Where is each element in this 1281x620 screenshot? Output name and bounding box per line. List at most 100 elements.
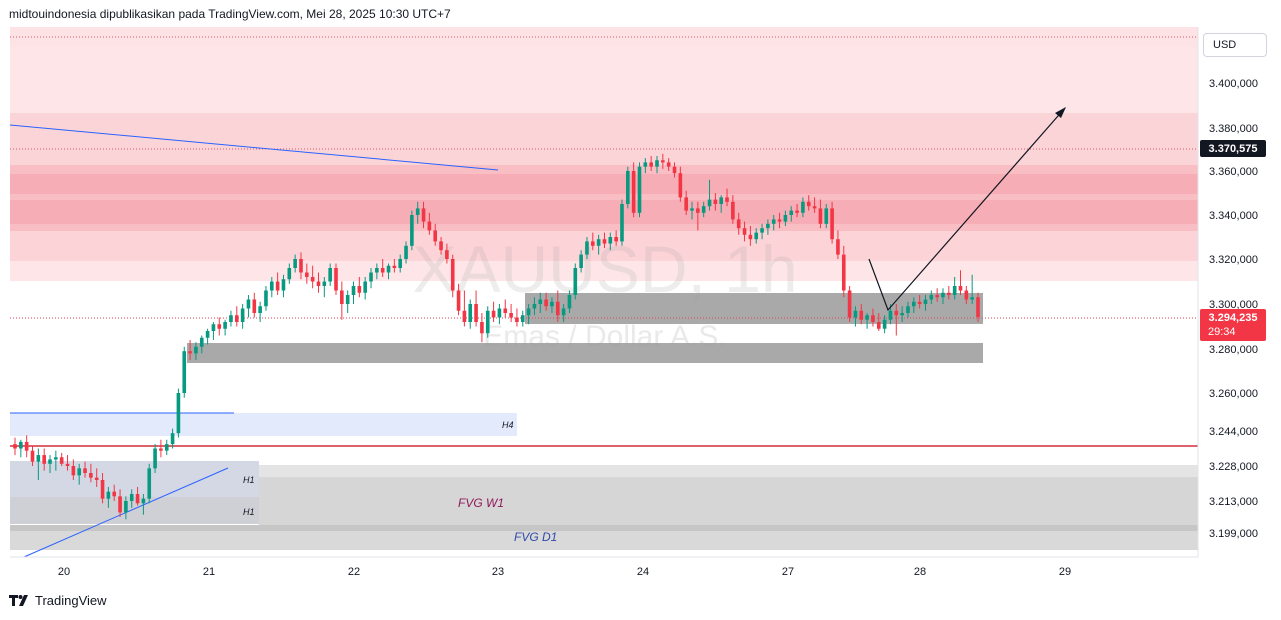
candle[interactable] [882, 315, 887, 334]
candle[interactable] [269, 277, 274, 298]
candle[interactable] [211, 322, 216, 340]
price-axis[interactable]: 3.400,000 3.380,000 3.360,000 3.340,000 3.32… [1209, 78, 1258, 540]
candle[interactable] [876, 313, 881, 331]
candle[interactable] [801, 197, 805, 218]
candle[interactable] [322, 277, 327, 298]
candle[interactable] [386, 263, 391, 280]
candle[interactable] [748, 226, 753, 246]
candle[interactable] [357, 277, 362, 298]
candle[interactable] [281, 274, 286, 298]
candle[interactable] [906, 301, 910, 318]
candle[interactable] [911, 297, 916, 313]
candle[interactable] [812, 197, 817, 213]
candle[interactable] [847, 286, 852, 322]
candle[interactable] [614, 230, 618, 246]
time-axis[interactable]: 20 21 22 23 24 27 28 29 [58, 566, 1071, 578]
candle[interactable] [462, 290, 467, 327]
candle[interactable] [456, 283, 461, 316]
candle[interactable] [36, 448, 41, 481]
candle[interactable] [398, 254, 403, 273]
candle[interactable] [194, 342, 198, 360]
candle[interactable] [30, 446, 35, 466]
candle[interactable] [363, 277, 367, 300]
candle[interactable] [771, 215, 776, 231]
candle[interactable] [643, 158, 648, 174]
candle[interactable] [450, 254, 455, 298]
candle[interactable] [929, 290, 934, 305]
candle[interactable] [766, 219, 770, 235]
candle[interactable] [707, 179, 712, 211]
candle[interactable] [532, 297, 537, 316]
candle[interactable] [573, 263, 578, 300]
candle[interactable] [853, 306, 858, 327]
candle[interactable] [100, 473, 105, 504]
candle[interactable] [520, 310, 525, 327]
candle[interactable] [410, 210, 414, 251]
candle[interactable] [631, 162, 636, 218]
candle[interactable] [608, 232, 613, 251]
candle[interactable] [952, 277, 957, 300]
descending-trendline[interactable] [9, 124, 499, 171]
candle[interactable] [380, 259, 385, 277]
tradingview-branding[interactable]: TradingView [9, 593, 107, 608]
candle[interactable] [964, 286, 969, 304]
candle[interactable] [544, 292, 548, 311]
candle[interactable] [725, 188, 729, 207]
candle[interactable] [754, 228, 759, 244]
candle[interactable] [293, 254, 297, 273]
candle[interactable] [199, 335, 204, 354]
candle[interactable] [865, 313, 869, 329]
candle[interactable] [182, 346, 187, 398]
candle[interactable] [48, 455, 52, 473]
candle[interactable] [491, 301, 496, 322]
candle[interactable] [24, 435, 29, 458]
candle[interactable] [841, 245, 846, 298]
candle[interactable] [334, 263, 338, 296]
candle[interactable] [561, 304, 566, 322]
candle[interactable] [264, 286, 268, 311]
candle[interactable] [71, 459, 76, 480]
candle[interactable] [917, 295, 922, 309]
candle[interactable] [170, 428, 175, 449]
candle[interactable] [188, 340, 192, 360]
candle[interactable] [777, 212, 782, 229]
candle[interactable] [229, 310, 233, 327]
candle[interactable] [637, 162, 642, 218]
candle[interactable] [602, 232, 607, 248]
candle[interactable] [678, 166, 683, 202]
candle[interactable] [701, 201, 706, 218]
candle[interactable] [421, 201, 426, 229]
candle[interactable] [246, 295, 251, 318]
candle[interactable] [538, 292, 543, 313]
candle[interactable] [83, 461, 87, 478]
candle[interactable] [252, 292, 257, 318]
candle[interactable] [713, 193, 718, 211]
candle[interactable] [42, 448, 46, 471]
candle[interactable] [345, 290, 350, 314]
candle[interactable] [223, 319, 227, 336]
candle[interactable] [795, 204, 799, 218]
candle[interactable] [439, 237, 443, 255]
candle[interactable] [275, 272, 280, 296]
candle[interactable] [503, 299, 508, 318]
candle[interactable] [596, 234, 601, 255]
candle[interactable] [935, 288, 939, 302]
candle[interactable] [526, 304, 531, 325]
candle[interactable] [690, 201, 694, 220]
candle[interactable] [684, 190, 688, 215]
candle[interactable] [89, 463, 93, 483]
candle[interactable] [731, 195, 735, 224]
candle[interactable] [806, 195, 811, 211]
candle[interactable] [54, 450, 58, 471]
candle[interactable] [287, 263, 292, 284]
candle[interactable] [258, 301, 262, 322]
candle[interactable] [590, 232, 595, 251]
candle[interactable] [742, 221, 747, 242]
candle[interactable] [474, 290, 478, 327]
candle[interactable] [65, 455, 70, 471]
candle[interactable] [392, 259, 397, 273]
candle[interactable] [923, 295, 928, 311]
candle[interactable] [871, 308, 875, 327]
candle[interactable] [427, 212, 432, 235]
candle[interactable] [824, 204, 829, 229]
